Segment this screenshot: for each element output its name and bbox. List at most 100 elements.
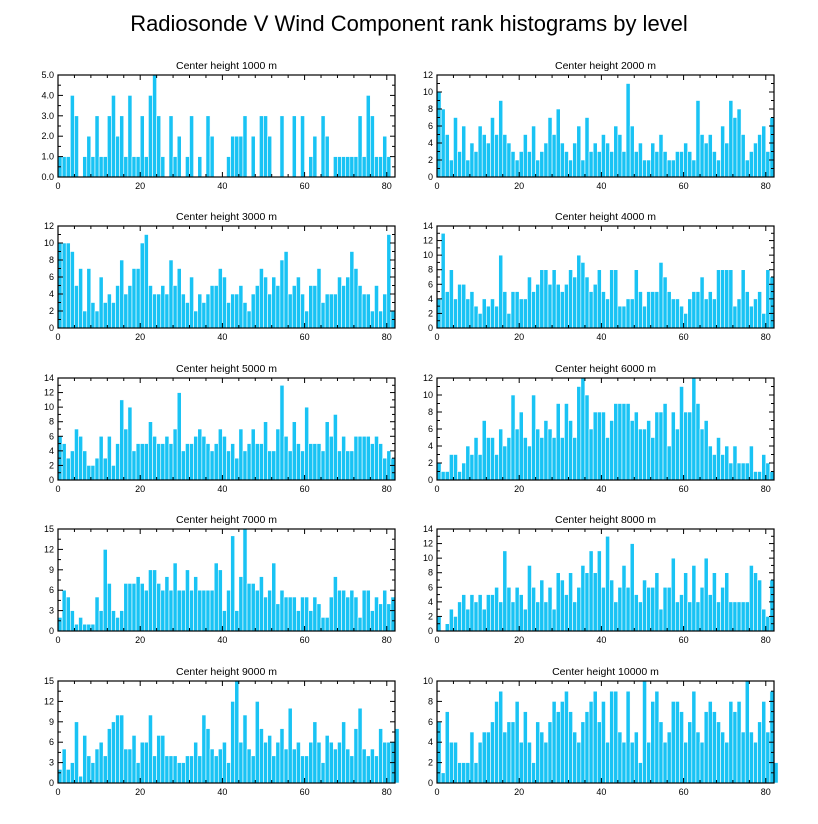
- histogram-bar: [527, 565, 532, 632]
- histogram-bar: [662, 403, 668, 481]
- histogram-bar: [592, 283, 598, 329]
- histogram-bar: [564, 151, 569, 178]
- histogram-bar: [94, 310, 100, 329]
- histogram-bar: [378, 728, 383, 784]
- y-tick-label: 10: [44, 402, 54, 412]
- histogram-bar: [164, 435, 170, 481]
- y-tick-label: 14: [423, 221, 433, 231]
- x-tick-label: 20: [514, 635, 524, 645]
- histogram-bar: [769, 471, 775, 481]
- histogram-bar: [666, 291, 672, 329]
- histogram-bar: [449, 741, 454, 784]
- panel-title: Center height 10000 m: [552, 666, 659, 678]
- histogram-bar: [732, 305, 738, 329]
- histogram-bar: [365, 589, 371, 632]
- histogram-bar: [259, 268, 264, 329]
- histogram-bar: [523, 437, 528, 481]
- histogram-bar: [679, 305, 684, 329]
- histogram-bar: [238, 428, 244, 481]
- histogram-bar: [736, 701, 742, 784]
- histogram-bar: [449, 269, 454, 329]
- histogram-bar: [226, 156, 231, 178]
- histogram-bar: [753, 471, 758, 481]
- histogram-bar: [568, 159, 573, 178]
- histogram-bar: [749, 151, 754, 178]
- histogram-bar: [494, 701, 499, 784]
- histogram-bar: [666, 159, 672, 178]
- histogram-bar: [168, 443, 174, 481]
- histogram-bar: [543, 269, 549, 329]
- y-tick-label: 8: [428, 104, 433, 114]
- histogram-bar: [527, 151, 532, 178]
- histogram-bar: [152, 755, 157, 784]
- histogram-bar: [440, 772, 446, 784]
- histogram-bar: [234, 680, 240, 784]
- histogram-bar: [394, 728, 400, 784]
- histogram-bar: [337, 589, 342, 632]
- x-tick-label: 80: [761, 181, 771, 191]
- histogram-bar: [654, 690, 660, 784]
- histogram-bar: [749, 565, 754, 632]
- histogram-bar: [115, 443, 120, 481]
- histogram-bar: [353, 728, 359, 784]
- histogram-bar: [596, 151, 602, 178]
- histogram-bar: [222, 435, 227, 481]
- x-tick-label: 80: [382, 635, 392, 645]
- histogram-bar: [250, 428, 256, 481]
- histogram-bar: [477, 741, 483, 784]
- histogram-bar: [514, 701, 520, 784]
- histogram-bar: [341, 435, 346, 481]
- histogram-bar: [197, 589, 203, 632]
- y-tick-label: 2: [428, 611, 433, 621]
- histogram-panel: Center height 5000 m 0 20 40 60 80 0 2 4 6 8 10 12 14: [44, 363, 396, 494]
- histogram-bar: [551, 134, 557, 178]
- histogram-bar: [580, 377, 586, 481]
- histogram-bar: [576, 125, 582, 178]
- histogram-bar: [543, 601, 549, 632]
- histogram-bar: [312, 596, 318, 632]
- histogram-bar: [679, 594, 684, 632]
- histogram-bar: [716, 721, 721, 784]
- histogram-bar: [720, 125, 725, 178]
- histogram-bar: [555, 283, 561, 329]
- histogram-bar: [131, 268, 137, 329]
- histogram-bar: [712, 711, 717, 784]
- histogram-bar: [568, 572, 573, 632]
- histogram-bar: [312, 443, 318, 481]
- histogram-bar: [328, 596, 334, 632]
- histogram-bar: [461, 283, 467, 329]
- histogram-bar: [365, 95, 371, 178]
- histogram-bar: [728, 601, 734, 632]
- histogram-bar: [510, 394, 516, 481]
- histogram-bar: [675, 428, 680, 481]
- histogram-bar: [749, 731, 754, 784]
- histogram-bar: [345, 596, 351, 632]
- histogram-bar: [617, 731, 623, 784]
- histogram-bar: [461, 462, 467, 481]
- histogram-bar: [86, 135, 92, 178]
- histogram-bar: [357, 115, 363, 178]
- x-tick-label: 40: [596, 484, 606, 494]
- histogram-bar: [333, 748, 338, 784]
- histogram-bar: [749, 305, 754, 329]
- histogram-bar: [320, 115, 326, 178]
- histogram-bar: [523, 711, 528, 784]
- histogram-bar: [551, 269, 557, 329]
- histogram-bar: [259, 443, 264, 481]
- y-tick-label: 6: [428, 121, 433, 131]
- y-tick-label: 2: [428, 308, 433, 318]
- histogram-bar: [94, 596, 100, 632]
- histogram-bar: [761, 454, 767, 481]
- histogram-bar: [675, 151, 680, 178]
- histogram-bar: [254, 443, 260, 481]
- x-tick-label: 80: [382, 787, 392, 797]
- x-tick-label: 40: [596, 787, 606, 797]
- histogram-bar: [242, 528, 248, 632]
- histogram-bar: [127, 406, 133, 481]
- histogram-bar: [287, 450, 293, 481]
- histogram-bar: [74, 285, 79, 329]
- histogram-bar: [378, 443, 383, 481]
- histogram-bar: [82, 735, 88, 784]
- y-tick-label: 3: [49, 758, 54, 768]
- histogram-bar: [222, 276, 227, 329]
